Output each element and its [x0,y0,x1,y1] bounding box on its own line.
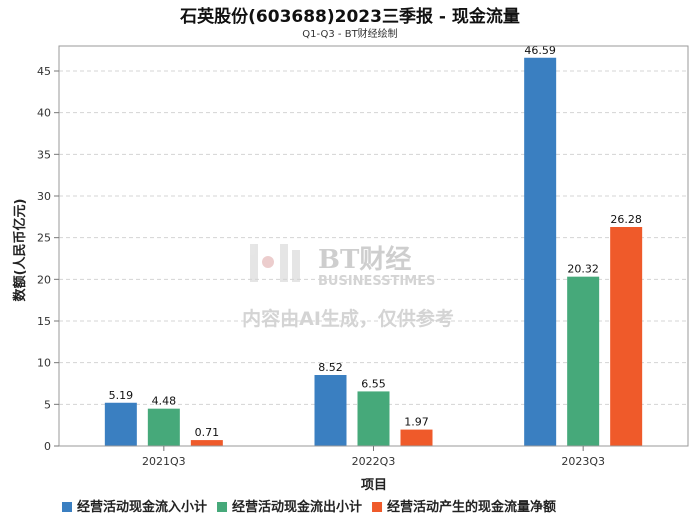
y-tick-label: 25 [37,232,51,245]
y-axis-label: 数额(人民币亿元) [12,199,28,302]
y-tick-label: 20 [37,273,51,286]
y-tick-label: 30 [37,190,51,203]
data-label: 0.71 [195,426,220,439]
legend-label: 经营活动产生的现金流量净额 [387,499,556,515]
data-label: 20.32 [567,263,599,276]
watermark: BT财经 BUSINESSTIMES 内容由AI生成，仅供参考 [242,244,454,330]
x-tick-label: 2021Q3 [142,455,186,468]
bar [190,440,223,446]
legend-label: 经营活动现金流入小计 [77,499,207,515]
bar [147,408,180,446]
watermark-logo-bar-1 [250,244,258,282]
y-tick-label: 40 [37,107,51,120]
chart-title: 石英股份(603688)2023三季报 - 现金流量 [179,6,520,27]
chart-subtitle: Q1-Q3 - BT财经绘制 [302,27,397,40]
watermark-logo-bar-3 [292,250,300,282]
bar [400,429,433,446]
x-axis-label: 项目 [361,478,387,493]
y-tick-label: 15 [37,315,51,328]
watermark-logo-bar-2 [280,244,288,282]
legend: 经营活动现金流入小计 经营活动现金流出小计 经营活动产生的现金流量净额 [62,499,556,515]
legend-swatch [217,502,228,512]
x-tick-label: 2023Q3 [561,455,605,468]
y-tick-label: 5 [44,398,51,411]
data-label: 5.19 [109,389,134,402]
y-tick-label: 10 [37,357,51,370]
x-tick-label: 2022Q3 [352,455,396,468]
bars: 5.19 4.48 0.71 8.52 6.55 1.97 46.59 20.32 26.28 [104,44,643,446]
legend-swatch [372,502,383,512]
y-tick-label: 35 [37,148,51,161]
bar [524,57,557,446]
data-label: 4.48 [152,395,177,408]
bar [104,402,137,446]
data-label: 1.97 [404,416,429,429]
data-label: 46.59 [524,44,556,57]
watermark-brand: BT财经 [318,244,411,275]
y-tick-label: 45 [37,65,51,78]
bar [314,375,347,446]
watermark-notice: 内容由AI生成，仅供参考 [242,307,454,330]
bar [357,391,390,446]
watermark-brand-en: BUSINESSTIMES [318,274,435,289]
bar [610,227,643,446]
legend-label: 经营活动现金流出小计 [232,499,362,515]
legend-swatch [62,502,72,512]
data-label: 26.28 [610,213,642,226]
axes: 0 5 10 15 20 25 30 35 40 45 2021Q3 2022Q3 2023Q3 [37,45,689,468]
data-label: 6.55 [361,377,386,390]
watermark-logo-dot [262,256,274,268]
data-label: 8.52 [318,361,343,374]
bar [567,276,600,446]
y-tick-label: 0 [44,440,51,453]
